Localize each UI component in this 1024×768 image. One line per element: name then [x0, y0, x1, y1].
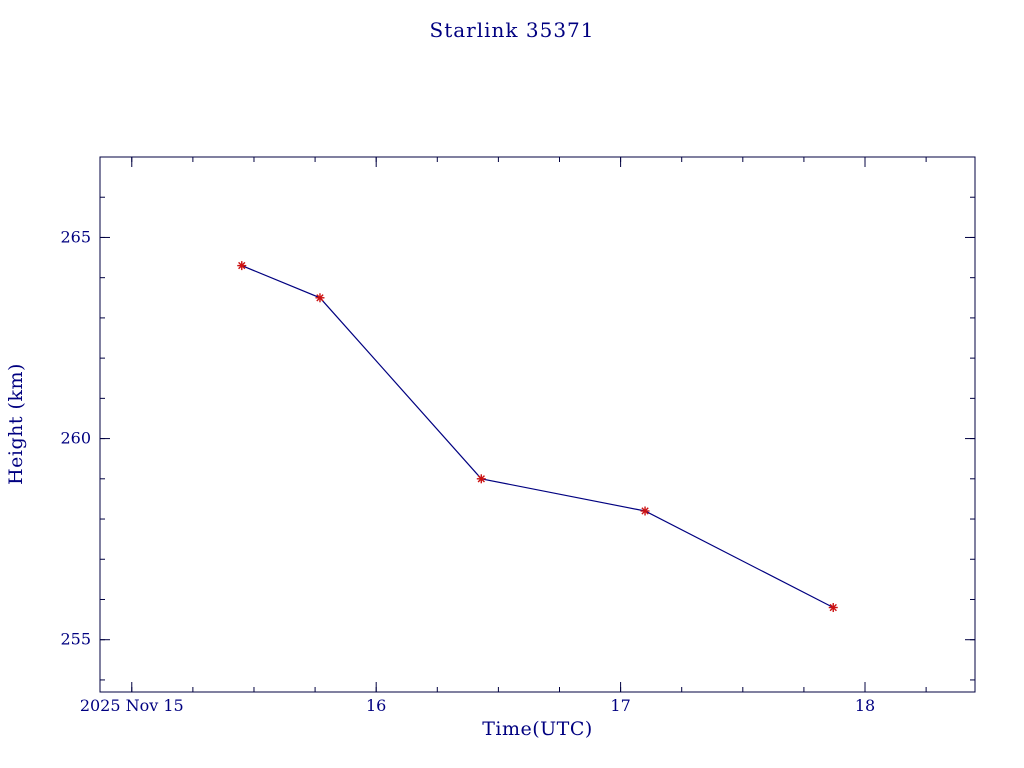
x-tick-label: 16 — [366, 696, 386, 715]
x-axis-label: Time(UTC) — [482, 718, 593, 740]
y-tick-label: 260 — [60, 429, 91, 448]
data-point-marker — [477, 475, 485, 483]
x-tick-label: 2025 Nov 15 — [80, 696, 184, 715]
data-point-marker — [829, 603, 837, 612]
data-point-marker — [238, 261, 246, 270]
data-line — [241, 265, 834, 609]
plot-frame — [99, 156, 976, 693]
data-point-marker — [641, 507, 649, 515]
x-tick-label: 17 — [610, 696, 630, 715]
y-tick-label: 265 — [60, 227, 91, 246]
data-point-marker — [316, 294, 324, 302]
x-tick-label: 18 — [855, 696, 875, 715]
chart-title: Starlink 35371 — [429, 18, 595, 42]
y-tick-label: 255 — [60, 630, 91, 649]
